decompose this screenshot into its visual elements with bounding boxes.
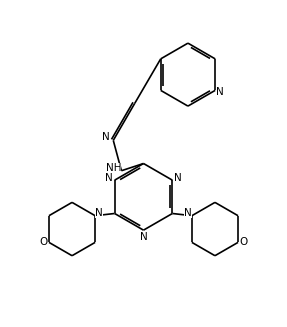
- Text: N: N: [184, 208, 192, 218]
- Text: N: N: [216, 87, 224, 97]
- Text: NH: NH: [106, 163, 121, 173]
- Text: N: N: [102, 132, 110, 142]
- Text: N: N: [139, 232, 148, 242]
- Text: N: N: [174, 173, 182, 183]
- Text: O: O: [239, 237, 247, 248]
- Text: N: N: [95, 208, 103, 218]
- Text: N: N: [105, 173, 113, 183]
- Text: O: O: [40, 237, 48, 248]
